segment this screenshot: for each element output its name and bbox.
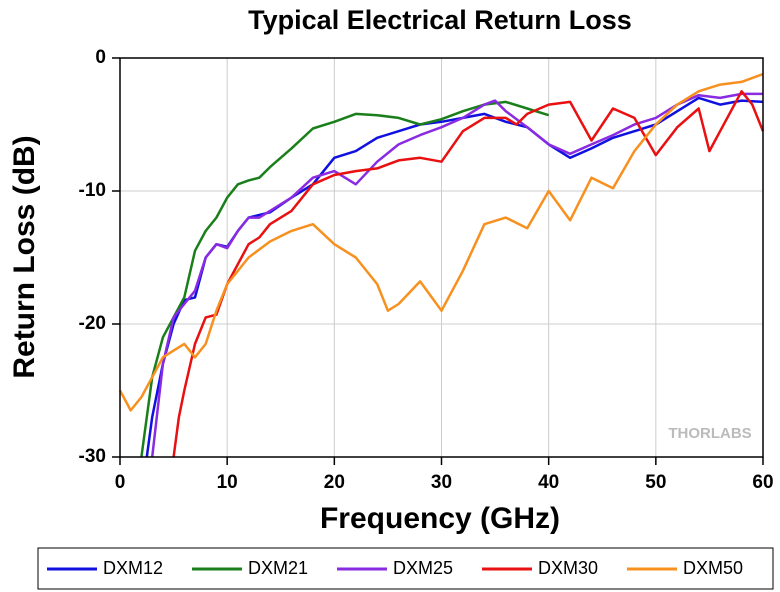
x-tick-label: 60 xyxy=(752,472,773,493)
y-tick-label: 0 xyxy=(95,47,106,68)
x-tick-label: 30 xyxy=(431,472,452,493)
y-tick-label: -20 xyxy=(79,313,106,334)
watermark: THORLABS xyxy=(668,425,751,442)
x-tick-label: 40 xyxy=(538,472,559,493)
legend-label: DXM12 xyxy=(103,558,163,578)
series-line xyxy=(145,96,764,458)
plot-border xyxy=(119,57,764,458)
x-axis-label: Frequency (GHz) xyxy=(320,502,560,535)
x-tick-label: 50 xyxy=(645,472,666,493)
x-tick-label: 10 xyxy=(217,472,238,493)
series-line xyxy=(140,100,550,458)
series-line xyxy=(172,90,765,458)
legend-box xyxy=(37,547,774,590)
y-tick-label: -10 xyxy=(79,180,106,201)
legend-label: DXM25 xyxy=(393,558,453,578)
y-axis-label: Return Loss (dB) xyxy=(8,135,41,378)
series-line xyxy=(118,72,764,412)
plot-area xyxy=(118,57,765,458)
legend-label: DXM21 xyxy=(248,558,308,578)
legend-label: DXM30 xyxy=(538,558,598,578)
chart-title: Typical Electrical Return Loss xyxy=(248,5,632,35)
x-tick-label: 0 xyxy=(115,472,126,493)
legend-label: DXM50 xyxy=(683,558,743,578)
y-tick-label: -30 xyxy=(79,446,106,467)
series-line xyxy=(150,92,763,458)
x-tick-label: 20 xyxy=(324,472,345,493)
